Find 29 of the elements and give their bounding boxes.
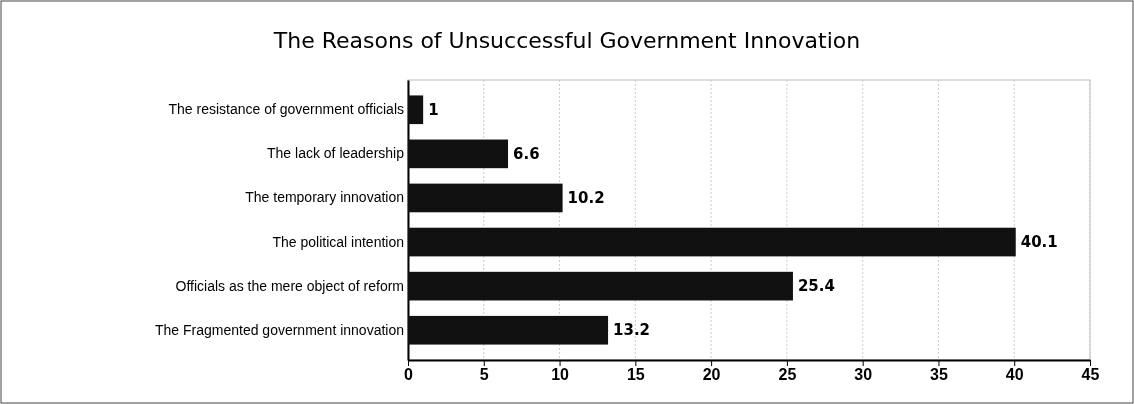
x-tick-label: 20 [702,366,721,384]
bar [408,95,424,125]
data-label: 13.2 [613,321,651,340]
x-tick-label: 30 [854,366,873,384]
x-tick-label: 25 [778,366,797,384]
bar [408,227,1016,257]
bar [408,183,563,213]
data-label: 40.1 [1020,233,1058,252]
x-tick-label: 35 [930,366,948,384]
x-tick-label: 15 [626,366,645,384]
bar [408,315,609,345]
bar [408,271,793,301]
bar [408,139,509,169]
data-label: 10.2 [567,188,605,207]
y-tick-label: The political intention [272,233,404,250]
y-tick-label: The Fragmented government innovation [154,321,404,338]
x-tick-label: 5 [479,366,489,384]
data-label: 1 [428,100,439,119]
x-tick-label: 45 [1081,366,1100,384]
x-tick-label: 10 [551,366,570,384]
y-tick-label: The resistance of government officials [168,101,404,118]
y-tick-label: Officials as the mere object of reform [175,277,404,294]
data-label: 25.4 [797,277,835,296]
y-tick-label: The temporary innovation [245,189,404,206]
x-tick-label: 0 [404,366,414,384]
chart-title: The Reasons of Unsuccessful Government Innovation [272,28,861,53]
data-label: 6.6 [513,144,540,163]
y-tick-label: The lack of leadership [267,145,405,162]
x-tick-label: 40 [1005,366,1024,384]
